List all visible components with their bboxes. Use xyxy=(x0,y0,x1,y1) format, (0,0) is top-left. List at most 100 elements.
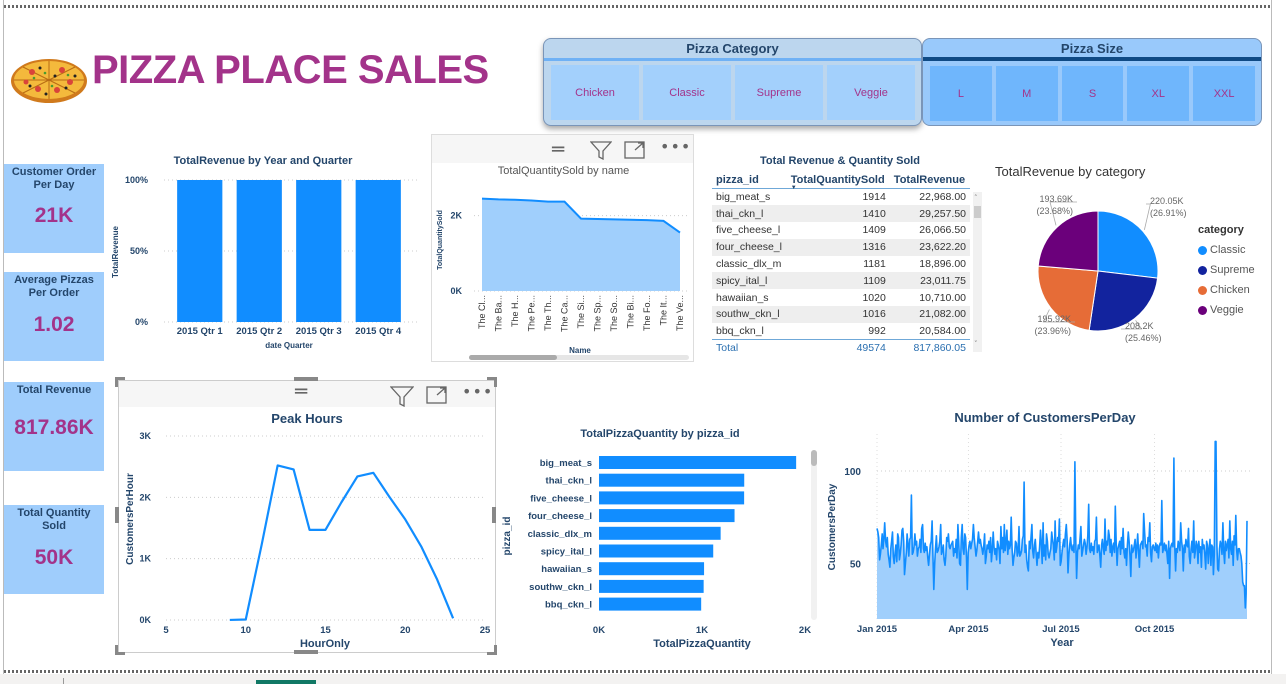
resize-handle-top-left[interactable] xyxy=(115,377,125,387)
legend-item-classic[interactable]: Classic xyxy=(1198,240,1255,260)
revenue-by-quarter-chart[interactable]: TotalRevenue by Year and Quarter 0% 50% 10… xyxy=(108,152,428,352)
more-options-icon[interactable]: ••• xyxy=(462,382,494,401)
scrollbar-thumb[interactable] xyxy=(974,206,981,218)
customers-per-day-chart[interactable]: Number of CustomersPerDay 50 100 Jan 2015 A… xyxy=(822,404,1268,654)
focus-mode-icon[interactable] xyxy=(426,385,448,405)
resize-handle-bottom-right[interactable] xyxy=(487,645,497,655)
kpi-card-total-revenue[interactable]: Total Revenue 817.86K xyxy=(4,382,104,471)
pie-chart-svg: 220.05K (26.91%) 208.2K (25.46%) 195.92K (23.… xyxy=(1034,194,1186,343)
cell-revenue: 23,622.20 xyxy=(889,238,970,256)
quantity-by-name-chart[interactable]: ═ ••• TotalQuantitySold by name 0K 2K The … xyxy=(431,134,694,362)
card-label: Customer Order Per Day xyxy=(11,166,97,191)
resize-handle-left[interactable] xyxy=(115,507,119,523)
pizza-quantity-by-id-chart[interactable]: TotalPizzaQuantity by pizza_id big_meat_… xyxy=(500,424,822,654)
column-header-total-quantity-sold[interactable]: TotalQuantitySold ▼ xyxy=(786,172,890,191)
resize-handle-top-right[interactable] xyxy=(487,377,497,387)
drag-handle-icon[interactable]: ═ xyxy=(552,137,565,161)
cell-quantity: 1016 xyxy=(786,306,890,323)
legend-item-chicken[interactable]: Chicken xyxy=(1198,280,1255,300)
y-axis-title: TotalQuantitySold xyxy=(437,210,444,270)
table-row[interactable]: hawaiian_s 1020 10,710.00 xyxy=(712,289,970,306)
resize-handle-bottom[interactable] xyxy=(294,650,318,654)
pie-slice-veggie xyxy=(1037,210,1099,272)
chart-title: TotalRevenue by category xyxy=(995,164,1146,179)
total-cell: 49574 xyxy=(786,339,890,357)
table-row[interactable]: spicy_ital_l 1109 23,011.75 xyxy=(712,272,970,290)
leader-line xyxy=(1049,201,1077,226)
cell-quantity: 992 xyxy=(868,325,886,338)
scrollbar-thumb[interactable] xyxy=(811,450,817,466)
chart-scrollbar[interactable] xyxy=(811,450,817,620)
bar xyxy=(599,526,721,540)
slicer-option-xl[interactable]: XL xyxy=(1127,66,1190,121)
pizza-icon xyxy=(11,59,87,103)
filter-icon[interactable] xyxy=(590,140,612,160)
x-tick-label: The Bi... xyxy=(626,295,636,329)
revenue-quantity-table[interactable]: Total Revenue & Quantity Sold pizza_id T… xyxy=(710,152,985,362)
peak-hours-chart[interactable]: ═ ••• Peak Hours 0K 1K 2K 3K 5 10 15 20 25 HourOn… xyxy=(118,380,496,653)
slicer-option-m[interactable]: M xyxy=(995,66,1058,121)
scroll-down-icon[interactable]: ˅ xyxy=(974,340,978,348)
cell-pizza-id: big_meat_s xyxy=(716,191,771,204)
table-row[interactable]: thai_ckn_l 1410 29,257.50 xyxy=(712,205,970,223)
cell-quantity: 1020 xyxy=(862,291,886,304)
column-header-total-revenue[interactable]: TotalRevenue xyxy=(889,172,970,189)
cell-revenue: 26,066.50 xyxy=(919,224,966,237)
card-value: 50K xyxy=(34,546,74,569)
legend-item-supreme[interactable]: Supreme xyxy=(1198,260,1255,280)
data-table: pizza_id TotalQuantitySold ▼ TotalRevenue… xyxy=(712,172,970,357)
revenue-by-category-chart[interactable]: TotalRevenue by category 220.05K (26.91%)… xyxy=(988,158,1228,368)
filter-icon[interactable] xyxy=(390,385,414,407)
cell-pizza-id: hawaiian_s xyxy=(716,291,769,304)
x-tick-label: 1K xyxy=(696,625,708,636)
kpi-card-average-pizzas-per-order[interactable]: Average Pizzas Per Order 1.02 xyxy=(4,272,104,361)
active-page-tab[interactable] xyxy=(256,680,316,684)
x-tick-label: The Cl... xyxy=(477,295,487,329)
y-tick-label: 1K xyxy=(139,554,151,564)
column-header-pizza-id[interactable]: pizza_id xyxy=(712,172,787,189)
slicer-option-classic[interactable]: Classic xyxy=(643,65,731,120)
x-tick-label: Jul 2015 xyxy=(1042,624,1080,635)
table-row[interactable]: four_cheese_l 1316 23,622.20 xyxy=(712,238,970,256)
y-tick-label: four_cheese_l xyxy=(528,511,592,522)
data-label-value: 195.92K xyxy=(1037,314,1071,324)
chart-title: TotalQuantitySold by name xyxy=(497,165,630,177)
table-title: Total Revenue & Quantity Sold xyxy=(760,155,920,167)
name-chart-svg: 0K 2K The Cl... The Ba... The H... The Pe... T… xyxy=(437,197,689,360)
tabs-separator xyxy=(63,678,64,684)
more-options-icon[interactable]: ••• xyxy=(660,137,692,156)
scroll-up-icon[interactable]: ˄ xyxy=(974,194,978,202)
cell-pizza-id: bbq_ckn_l xyxy=(716,325,764,338)
sort-descending-icon: ▼ xyxy=(790,185,797,191)
legend-marker xyxy=(1198,285,1207,295)
kpi-card-customer-order-per-day[interactable]: Customer Order Per Day 21K xyxy=(4,164,104,253)
cell-pizza-id: spicy_ital_l xyxy=(712,272,787,290)
slicer-option-supreme[interactable]: Supreme xyxy=(735,65,823,120)
legend-item-veggie[interactable]: Veggie xyxy=(1198,300,1255,320)
y-tick-label: bbq_ckn_l xyxy=(545,600,592,611)
focus-mode-icon[interactable] xyxy=(624,140,646,160)
table-row[interactable]: five_cheese_l 1409 26,066.50 xyxy=(712,222,970,239)
resize-handle-right[interactable] xyxy=(492,507,496,523)
legend-title: category xyxy=(1198,224,1244,236)
slicer-option-veggie[interactable]: Veggie xyxy=(827,65,915,120)
slicer-option-l[interactable]: L xyxy=(930,66,992,121)
slicer-option-s[interactable]: S xyxy=(1061,66,1124,121)
kpi-card-total-quantity-sold[interactable]: Total Quantity Sold 50K xyxy=(4,505,104,594)
table-row[interactable]: classic_dlx_m 1181 18,896.00 xyxy=(712,256,970,273)
table-scrollbar[interactable]: ˄ ˅ xyxy=(973,192,982,352)
resize-handle-bottom-left[interactable] xyxy=(115,645,125,655)
table-row[interactable]: big_meat_s 1914 22,968.00 xyxy=(712,189,970,206)
drag-handle-icon[interactable]: ═ xyxy=(295,379,308,403)
table-row[interactable]: southw_ckn_l 1016 21,082.00 xyxy=(712,306,970,323)
slicer-option-chicken[interactable]: Chicken xyxy=(551,65,639,120)
bar xyxy=(599,456,797,469)
table-row[interactable]: bbq_ckn_l 992 20,584.00 xyxy=(712,323,970,340)
slicer-option-xxl[interactable]: XXL xyxy=(1193,66,1255,121)
resize-handle-top[interactable] xyxy=(294,377,318,381)
x-tick-label: Oct 2015 xyxy=(1135,624,1175,635)
pie-slice-chicken xyxy=(1037,265,1099,331)
data-label-value: 220.05K xyxy=(1150,196,1184,206)
y-tick-label: classic_dlx_m xyxy=(528,529,592,540)
series-line xyxy=(876,440,1248,609)
